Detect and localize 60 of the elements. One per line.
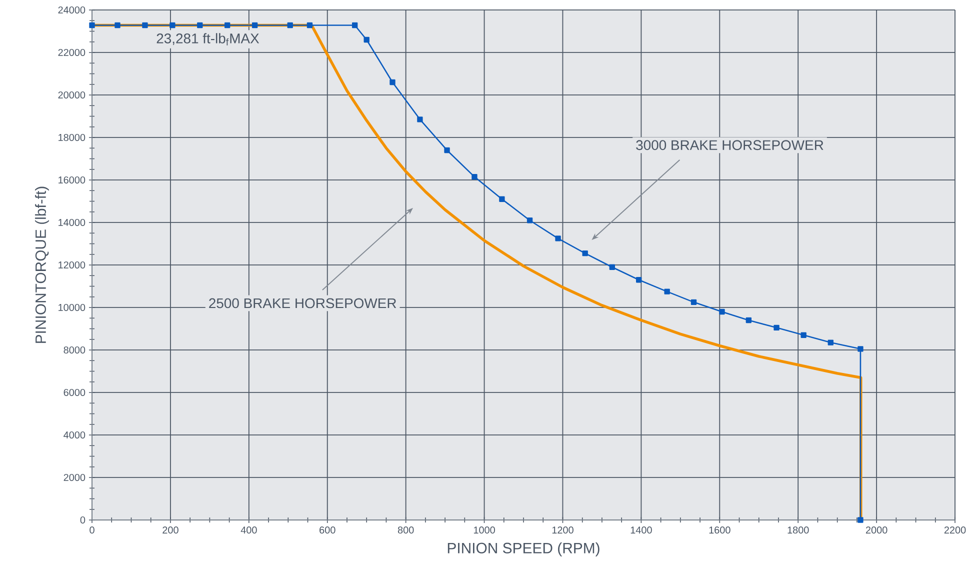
y-tick-label: 22000 xyxy=(58,48,86,56)
point xyxy=(444,147,450,154)
point xyxy=(636,277,642,283)
x-tick-label: 1600 xyxy=(709,526,730,534)
point xyxy=(774,324,780,331)
annotation: 23,281 ft-lb$_{f}$MAX xyxy=(156,33,260,46)
x-tick-label: 1200 xyxy=(552,526,574,534)
x-tick-label: 0 xyxy=(90,526,94,534)
point xyxy=(170,22,176,28)
point xyxy=(582,250,588,256)
point xyxy=(499,196,505,202)
y-tick-label: 10000 xyxy=(58,304,86,312)
point xyxy=(719,308,725,315)
point xyxy=(746,317,752,324)
x-tick-label: 2200 xyxy=(944,526,966,534)
point xyxy=(690,299,697,306)
y-tick-label: 6000 xyxy=(64,388,86,396)
x-tick-label: 600 xyxy=(320,526,336,534)
point xyxy=(417,116,423,122)
point xyxy=(555,236,561,242)
x-tick-label: 200 xyxy=(162,526,178,534)
point xyxy=(609,264,616,270)
y-tick-label: 12000 xyxy=(58,261,86,269)
point xyxy=(828,340,834,346)
point xyxy=(306,22,313,28)
point xyxy=(664,288,670,294)
y-tick-label: 16000 xyxy=(58,176,86,184)
x-axis-title: PINION SPEED (RPM) xyxy=(448,542,600,556)
x-tick-label: 1400 xyxy=(630,526,652,534)
point xyxy=(352,22,358,28)
x-tick-label: 2000 xyxy=(866,526,888,534)
point xyxy=(114,22,120,28)
annotation: 2500 BRAKE HORSEPOWER xyxy=(209,298,396,308)
annotation: 3000 BRAKE HORSEPOWER xyxy=(636,140,824,150)
x-tick-label: 400 xyxy=(240,526,257,534)
y-axis-title: PINIONTORQUE (lbf-ft) xyxy=(35,186,49,343)
point xyxy=(364,36,370,43)
point xyxy=(89,22,95,28)
y-tick-label: 18000 xyxy=(58,134,86,142)
y-tick-label: 0 xyxy=(80,516,86,524)
point xyxy=(800,332,806,338)
point xyxy=(858,346,864,352)
y-tick-label: 2000 xyxy=(64,474,86,482)
y-tick-label: 20000 xyxy=(58,91,86,99)
point xyxy=(472,174,478,180)
point xyxy=(252,22,258,28)
point xyxy=(858,517,864,523)
point xyxy=(142,22,148,28)
y-tick-label: 14000 xyxy=(58,218,86,226)
x-tick-label: 800 xyxy=(398,526,414,534)
point xyxy=(390,79,396,86)
point xyxy=(526,218,533,224)
point xyxy=(287,22,293,28)
point xyxy=(224,22,230,28)
y-tick-label: 4000 xyxy=(64,431,86,439)
x-tick-label: 1000 xyxy=(474,526,495,534)
y-tick-label: 24000 xyxy=(58,6,86,14)
y-tick-label: 8000 xyxy=(64,346,86,354)
point xyxy=(197,22,203,28)
x-tick-label: 1800 xyxy=(788,526,809,534)
